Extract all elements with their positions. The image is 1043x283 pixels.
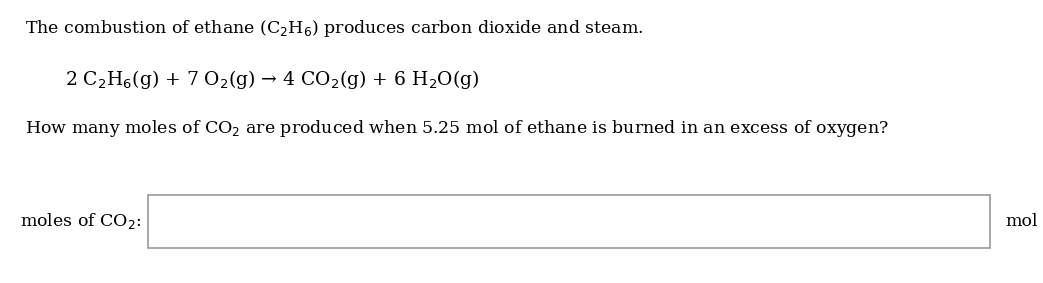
- Bar: [148, 195, 990, 248]
- Text: The combustion of ethane (C$_2$H$_6$) produces carbon dioxide and steam.: The combustion of ethane (C$_2$H$_6$) pr…: [25, 18, 644, 39]
- Text: mol: mol: [1005, 213, 1038, 230]
- Text: How many moles of CO$_2$ are produced when 5.25 mol of ethane is burned in an ex: How many moles of CO$_2$ are produced wh…: [25, 118, 889, 139]
- Text: 2 C$_2$H$_6$(g) + 7 O$_2$(g) → 4 CO$_2$(g) + 6 H$_2$O(g): 2 C$_2$H$_6$(g) + 7 O$_2$(g) → 4 CO$_2$(…: [65, 68, 480, 91]
- Text: moles of CO$_2$:: moles of CO$_2$:: [20, 211, 142, 231]
